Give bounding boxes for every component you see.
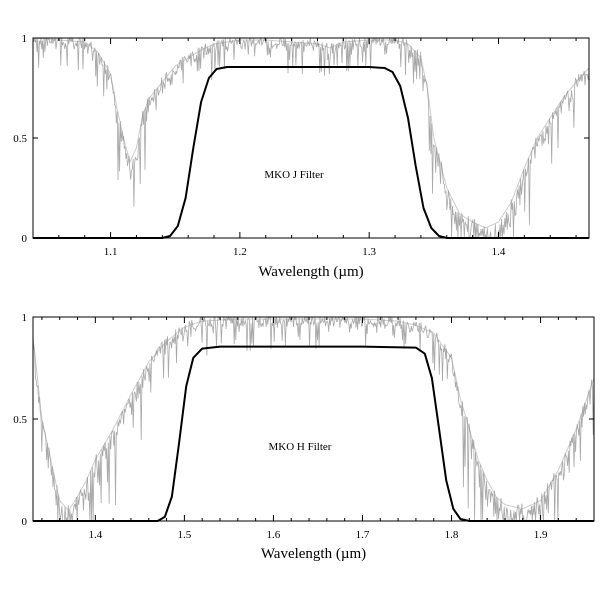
x-tick-label: 1.8 (445, 529, 459, 541)
y-tick-label: 0.5 (13, 414, 27, 426)
x-tick-label: 1.2 (233, 246, 247, 258)
filter-annotation: MKO J Filter (264, 169, 324, 181)
x-tick-label: 1.7 (356, 529, 370, 541)
atmospheric-transmission-line (32, 315, 595, 522)
filter-transmission-line (33, 345, 594, 522)
x-tick-label: 1.1 (104, 246, 118, 258)
x-tick-label: 1.5 (178, 529, 192, 541)
x-tick-label: 1.6 (267, 529, 281, 541)
filter-transmission-line (33, 66, 589, 239)
x-tick-label: 1.9 (534, 529, 548, 541)
y-tick-label: 1 (22, 312, 28, 324)
atmospheric-envelope-line (32, 318, 595, 512)
x-axis-label: Wavelength (µm) (258, 264, 363, 280)
y-tick-label: 0 (22, 233, 28, 245)
x-tick-label: 1.4 (492, 246, 506, 258)
x-tick-label: 1.3 (362, 246, 376, 258)
x-axis-label: Wavelength (µm) (261, 546, 366, 562)
y-tick-label: 0.5 (13, 133, 27, 145)
filter-annotation: MKO H Filter (269, 441, 332, 453)
x-tick-label: 1.4 (88, 529, 102, 541)
h-band-panel: 0 0.5 1 1.4 1.5 1.6 1.7 1.8 1.9 Wavelength (µm) MK… (13, 312, 595, 562)
atmospheric-envelope-line (32, 37, 590, 229)
j-band-panel: 0 0.5 1 1.1 1.2 1.3 1.4 Wavelength (µm) MKO J Fi… (13, 33, 590, 280)
y-tick-label: 1 (22, 33, 28, 45)
y-tick-label: 0 (22, 516, 28, 528)
